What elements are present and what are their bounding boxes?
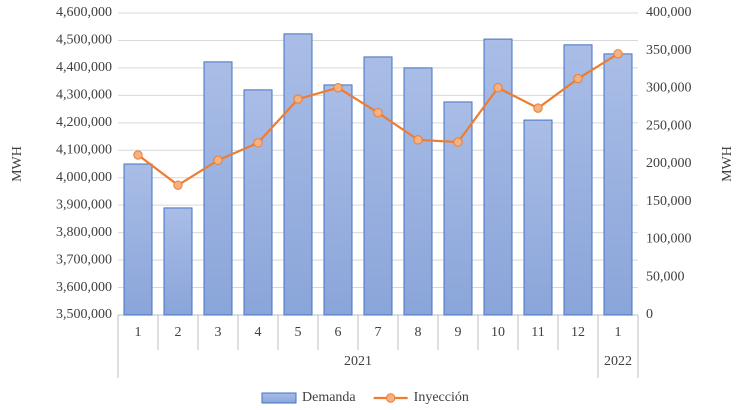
y-tick-label: 4,100,000 xyxy=(56,142,112,157)
y-tick-label: 4,600,000 xyxy=(56,5,112,20)
x-tick-label: 5 xyxy=(295,325,302,340)
bar xyxy=(163,207,193,316)
x-tick-label: 4 xyxy=(255,325,262,340)
y2-tick-label: 200,000 xyxy=(646,156,692,171)
marker xyxy=(333,83,343,93)
group-label: 2021 xyxy=(344,354,372,369)
y-tick-label: 4,200,000 xyxy=(56,115,112,130)
marker xyxy=(133,150,143,160)
bar xyxy=(403,67,433,316)
legend-label: Demanda xyxy=(302,390,356,405)
marker xyxy=(573,73,583,84)
x-tick-label: 2 xyxy=(175,325,182,340)
y-tick-label: 3,600,000 xyxy=(56,280,112,295)
y-tick-label: 4,300,000 xyxy=(56,88,112,103)
y-tick-label: 3,500,000 xyxy=(56,307,112,322)
bar xyxy=(283,33,313,316)
bar xyxy=(123,163,153,316)
bar xyxy=(523,119,553,316)
legend-label: Inyección xyxy=(414,390,469,405)
x-tick-label: 9 xyxy=(455,325,462,340)
y2-tick-label: 0 xyxy=(646,307,653,322)
bar xyxy=(563,44,593,316)
x-tick-label: 1 xyxy=(615,325,622,340)
bar xyxy=(483,38,513,316)
group-label: 2022 xyxy=(604,354,632,369)
x-tick-label: 1 xyxy=(135,325,142,340)
y2-tick-label: 150,000 xyxy=(646,194,692,209)
bar xyxy=(603,53,633,316)
x-tick-label: 7 xyxy=(375,325,382,340)
x-tick-label: 3 xyxy=(215,325,222,340)
marker xyxy=(413,135,423,145)
marker xyxy=(493,83,503,93)
y-tick-label: 3,700,000 xyxy=(56,252,112,267)
marker xyxy=(293,94,303,104)
y-tick-label: 4,000,000 xyxy=(56,170,112,185)
y2-tick-label: 250,000 xyxy=(646,118,692,133)
y-tick-label: 3,900,000 xyxy=(56,197,112,212)
y2-tick-label: 350,000 xyxy=(646,43,692,58)
legend-swatch xyxy=(261,392,297,404)
marker xyxy=(613,49,623,59)
y-tick-label: 3,800,000 xyxy=(56,225,112,240)
x-tick-label: 6 xyxy=(335,325,342,340)
y2-tick-label: 100,000 xyxy=(646,232,692,247)
x-tick-label: 8 xyxy=(415,325,422,340)
y2-tick-label: 400,000 xyxy=(646,5,692,20)
y2-tick-label: 300,000 xyxy=(646,81,692,96)
y2-tick-label: 50,000 xyxy=(646,269,685,284)
marker xyxy=(533,103,543,113)
legend-marker xyxy=(385,393,396,403)
x-tick-label: 11 xyxy=(531,325,544,340)
bar xyxy=(443,101,473,316)
y-axis-title: MWH xyxy=(10,146,25,182)
marker xyxy=(173,180,183,190)
y-tick-label: 4,400,000 xyxy=(56,60,112,75)
marker xyxy=(373,107,383,118)
marker xyxy=(453,137,463,147)
bar xyxy=(203,61,233,316)
y2-axis-title: MWH xyxy=(720,146,735,182)
x-tick-label: 12 xyxy=(571,325,585,340)
y-tick-label: 4,500,000 xyxy=(56,33,112,48)
bar xyxy=(363,56,393,316)
bar xyxy=(323,84,353,316)
x-tick-label: 10 xyxy=(491,325,505,340)
marker xyxy=(213,155,223,165)
bar xyxy=(243,89,273,316)
marker xyxy=(253,138,263,148)
